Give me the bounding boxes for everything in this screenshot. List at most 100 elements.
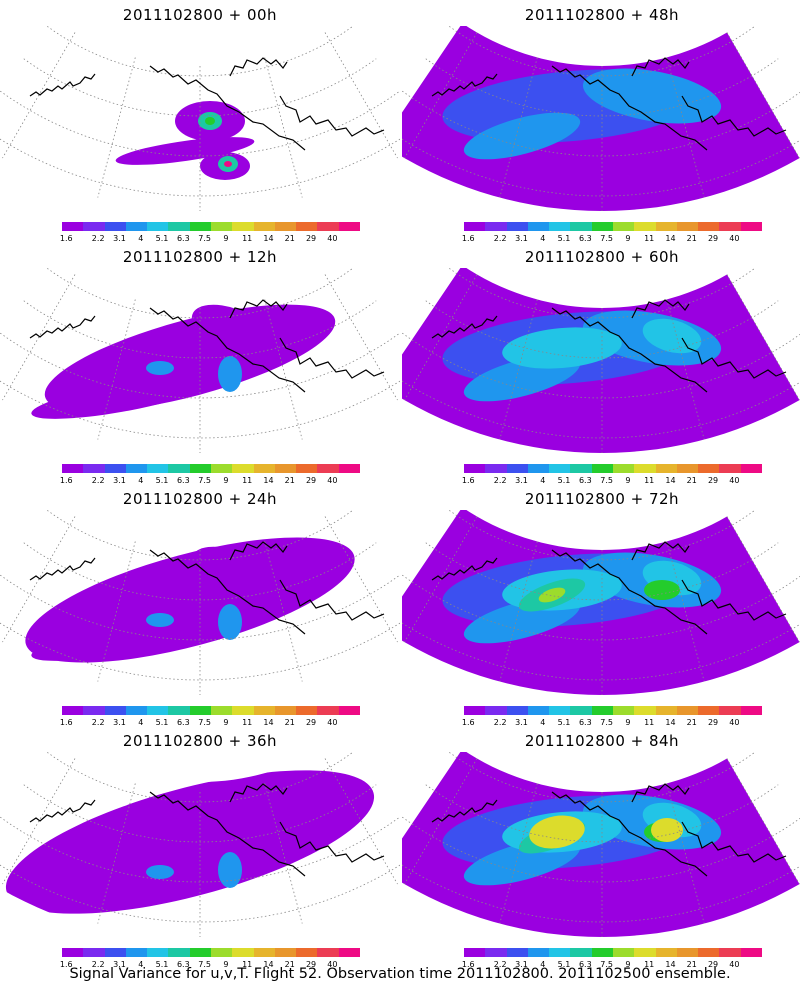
colorbar-label: 21 [284,234,295,243]
colorbar [62,464,360,473]
colorbar-swatch [62,222,84,231]
colorbar-label: 21 [686,234,697,243]
panel-title: 2011102800 + 24h [122,490,278,508]
colorbar-labels: 1.6 2.2 3.1 4 5.1 6.3 7.5 9 11 14 21 29 40 [461,234,762,244]
colorbar-label: 5.1 [155,234,169,243]
colorbar-labels: 1.6 2.2 3.1 4 5.1 6.3 7.5 9 11 14 21 29 40 [60,476,360,486]
colorbar-swatch [147,706,169,715]
colorbar-swatch [464,706,486,715]
colorbar-label: 1.6 [59,960,73,969]
colorbar-label: 14 [665,234,676,243]
variance-map [0,752,400,937]
colorbar-swatch [698,948,720,957]
colorbar-swatch [62,706,84,715]
colorbar-swatch [253,222,275,231]
colorbar-swatch [527,948,550,957]
colorbar-label: 7.5 [198,718,211,727]
colorbar-label: 5.1 [155,476,169,485]
colorbar-swatch [125,222,148,231]
map-panel: 2011102800 + 00h 1.6 2.2 3.1 4 5.1 6.3 7.5 9 11 14… [0,0,400,245]
colorbar-swatch [655,222,677,231]
colorbar-label: 2.2 [493,476,507,485]
colorbar-label: 4 [138,234,144,243]
colorbar-swatch [570,948,592,957]
colorbar-label: 40 [327,476,338,485]
colorbar-label: 3.1 [515,476,528,485]
colorbar-label: 5.1 [557,234,571,243]
colorbar-label: 4 [138,476,144,485]
colorbar-label: 29 [305,960,317,969]
colorbar-swatch [125,706,148,715]
variance-map [402,752,800,937]
colorbar-swatch [634,464,656,473]
colorbar-swatch [274,948,297,957]
colorbar-swatch [634,948,656,957]
colorbar-label: 1.6 [461,718,475,727]
colorbar-swatch [168,706,190,715]
colorbar-label: 11 [242,476,253,485]
colorbar [464,706,762,715]
colorbar-swatch [104,948,126,957]
colorbar-swatch [317,948,339,957]
colorbar-label: 21 [284,476,295,485]
colorbar-label: 2.2 [91,234,105,243]
colorbar-label: 29 [707,960,719,969]
colorbar-label: 4 [540,476,546,485]
map-panel: 2011102800 + 60h 1.6 2.2 3.1 4 5.1 6.3 7.5 9 11 14… [402,242,800,487]
colorbar-label: 1.6 [59,234,73,243]
colorbar-swatch [506,948,528,957]
colorbar-label: 9 [625,234,631,243]
colorbar-label: 11 [644,476,655,485]
panel-title: 2011102800 + 12h [122,248,278,266]
colorbar-swatch [719,464,741,473]
colorbar-label: 40 [327,718,338,727]
colorbar-label: 21 [686,476,697,485]
colorbar-swatch [62,948,84,957]
colorbar-swatch [740,706,762,715]
colorbar-label: 9 [625,960,631,969]
colorbar-swatch [719,222,741,231]
colorbar-label: 1.6 [461,234,475,243]
colorbar-swatch [570,222,592,231]
colorbar-label: 7.5 [198,476,211,485]
colorbar-label: 29 [305,476,317,485]
colorbar [62,948,360,957]
colorbar-label: 3.1 [113,718,126,727]
colorbar-swatch [125,464,148,473]
colorbar-label: 2.2 [91,960,105,969]
colorbar-label: 6.3 [176,476,190,485]
colorbar-label: 6.3 [176,718,190,727]
colorbar-labels: 1.6 2.2 3.1 4 5.1 6.3 7.5 9 11 14 21 29 40 [462,960,762,970]
colorbar-swatch [232,464,254,473]
colorbar-swatch [549,948,571,957]
colorbar-swatch [591,464,613,473]
map-panel: 2011102800 + 72h 1.6 2.2 3.1 4 5.1 6.3 7.5 9 11 14… [402,484,800,729]
colorbar-label: 9 [223,960,229,969]
map-panel: 2011102800 + 12h 1.6 2.2 3.1 4 5.1 6.3 7.5 9 11 14… [0,242,400,487]
colorbar-label: 7.5 [600,476,613,485]
colorbar-swatch [506,464,528,473]
colorbar-label: 3.1 [113,476,126,485]
colorbar-swatch [104,706,126,715]
colorbar-swatch [591,948,613,957]
colorbar-swatch [317,222,339,231]
colorbar-swatch [485,222,507,231]
colorbar-label: 6.3 [578,960,592,969]
colorbar-swatch [698,464,720,473]
colorbar-swatch [338,706,360,715]
colorbar-swatch [296,706,318,715]
colorbar-swatch [740,464,762,473]
colorbar-label: 6.3 [176,234,190,243]
colorbar-label: 6.3 [578,476,592,485]
map-panel: 2011102800 + 36h 1.6 2.2 3.1 4 5.1 6.3 7.5 9 11 14… [0,726,400,971]
colorbar-label: 3.1 [515,718,528,727]
colorbar-swatch [549,706,571,715]
colorbar-swatch [296,222,318,231]
colorbar-swatch [189,222,211,231]
colorbar-label: 2.2 [91,476,105,485]
colorbar-swatch [83,948,105,957]
colorbar-label: 1.6 [59,718,73,727]
panel-title: 2011102800 + 48h [524,6,680,24]
colorbar-swatch [210,706,233,715]
colorbar-swatch [655,948,677,957]
